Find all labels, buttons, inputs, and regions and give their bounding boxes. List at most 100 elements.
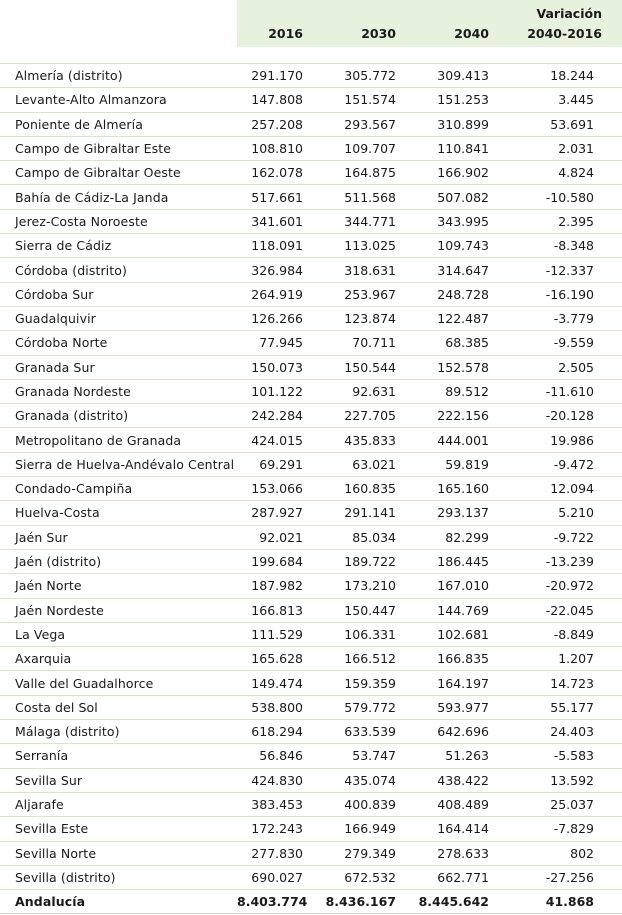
cell-2030: 166.949 xyxy=(311,816,404,842)
cell-variation: 41.868 xyxy=(497,889,622,915)
cell-2040: 152.578 xyxy=(404,355,497,380)
cell-district-name: Metropolitano de Granada xyxy=(0,427,237,453)
cell-2030: 318.631 xyxy=(311,257,404,283)
table-row: Málaga (distrito) 618.294 633.539 642.696 24… xyxy=(0,719,622,745)
cell-2030: 53.747 xyxy=(311,743,404,769)
cell-2016: 101.122 xyxy=(237,379,311,405)
table-row: Campo de Gibraltar Oeste 162.078 164.875 16… xyxy=(0,160,622,186)
cell-2040: 408.489 xyxy=(404,792,497,818)
cell-district-name: Jaén Norte xyxy=(0,573,237,599)
cell-2030: 291.141 xyxy=(311,500,404,526)
cell-variation: 24.403 xyxy=(497,719,622,745)
cell-district-name: Jaén Sur xyxy=(0,525,237,550)
cell-variation: 802 xyxy=(497,841,622,866)
cell-district-name: Axarquia xyxy=(0,646,237,672)
cell-2030: 305.772 xyxy=(311,63,404,89)
cell-district-name: Sevilla Sur xyxy=(0,768,237,793)
cell-2030: 435.074 xyxy=(311,768,404,793)
cell-variation: 4.824 xyxy=(497,160,622,186)
table-row: Bahía de Cádiz-La Janda 517.661 511.568 507… xyxy=(0,184,622,210)
cell-2040: 110.841 xyxy=(404,136,497,162)
table-row: Sierra de Huelva-Andévalo Central 69.291 6… xyxy=(0,452,622,478)
cell-district-name: Córdoba (distrito) xyxy=(0,257,237,283)
cell-variation: -22.045 xyxy=(497,598,622,623)
cell-2030: 85.034 xyxy=(311,525,404,550)
cell-2016: 187.982 xyxy=(237,573,311,599)
cell-2040: 507.082 xyxy=(404,184,497,210)
table-row: La Vega 111.529 106.331 102.681 -8.849 xyxy=(0,622,622,648)
cell-2016: 172.243 xyxy=(237,816,311,842)
cell-variation: 18.244 xyxy=(497,63,622,89)
table-row: Granada Nordeste 101.122 92.631 89.512 -11.6… xyxy=(0,379,622,405)
cell-2016: 264.919 xyxy=(237,282,311,307)
cell-variation: -7.829 xyxy=(497,816,622,842)
table-header: 2016 2030 2040 Variación 2040-2016 xyxy=(0,0,622,47)
cell-2016: 257.208 xyxy=(237,112,311,137)
cell-2040: 167.010 xyxy=(404,573,497,599)
cell-2040: 8.445.642 xyxy=(404,889,497,915)
cell-2040: 593.977 xyxy=(404,695,497,721)
cell-district-name: Sevilla Norte xyxy=(0,841,237,866)
cell-2016: 162.078 xyxy=(237,160,311,186)
cell-2040: 438.422 xyxy=(404,768,497,793)
cell-2040: 109.743 xyxy=(404,233,497,259)
cell-2016: 287.927 xyxy=(237,500,311,526)
cell-2016: 383.453 xyxy=(237,792,311,818)
cell-2030: 63.021 xyxy=(311,452,404,478)
cell-district-name: Jaén (distrito) xyxy=(0,549,237,575)
cell-district-name: Valle del Guadalhorce xyxy=(0,670,237,696)
cell-2016: 111.529 xyxy=(237,622,311,648)
cell-2040: 122.487 xyxy=(404,306,497,332)
cell-district-name: Aljarafe xyxy=(0,792,237,818)
cell-2030: 579.772 xyxy=(311,695,404,721)
cell-variation: -16.190 xyxy=(497,282,622,307)
table-row: Granada Sur 150.073 150.544 152.578 2.505 xyxy=(0,355,622,380)
cell-2040: 186.445 xyxy=(404,549,497,575)
cell-2030: 227.705 xyxy=(311,403,404,429)
cell-2030: 173.210 xyxy=(311,573,404,599)
cell-variation: -11.610 xyxy=(497,379,622,405)
table-row: Metropolitano de Granada 424.015 435.833 44… xyxy=(0,427,622,453)
header-variation-line1: Variación xyxy=(536,6,603,21)
cell-district-name: La Vega xyxy=(0,622,237,648)
cell-2040: 444.001 xyxy=(404,427,497,453)
cell-2040: 89.512 xyxy=(404,379,497,405)
cell-2016: 147.808 xyxy=(237,87,311,113)
cell-2040: 166.835 xyxy=(404,646,497,672)
table-row: Levante-Alto Almanzora 147.808 151.574 151.… xyxy=(0,87,622,113)
cell-2016: 149.474 xyxy=(237,670,311,696)
header-2030: 2030 xyxy=(311,0,404,47)
table-row: Campo de Gibraltar Este 108.810 109.707 110… xyxy=(0,136,622,162)
cell-2040: 248.728 xyxy=(404,282,497,307)
header-name-column xyxy=(0,0,237,47)
cell-variation: -8.849 xyxy=(497,622,622,648)
cell-2040: 165.160 xyxy=(404,476,497,502)
cell-district-name: Granada (distrito) xyxy=(0,403,237,429)
table-row: Serranía 56.846 53.747 51.263 -5.583 xyxy=(0,743,622,769)
cell-variation: -8.348 xyxy=(497,233,622,259)
cell-2016: 56.846 xyxy=(237,743,311,769)
cell-district-name: Córdoba Norte xyxy=(0,330,237,356)
table-row: Aljarafe 383.453 400.839 408.489 25.037 xyxy=(0,792,622,818)
cell-2030: 123.874 xyxy=(311,306,404,332)
cell-variation: 19.986 xyxy=(497,427,622,453)
cell-district-name: Guadalquivir xyxy=(0,306,237,332)
table-row: Jaén (distrito) 199.684 189.722 186.445 -13.… xyxy=(0,549,622,575)
cell-variation: 53.691 xyxy=(497,112,622,137)
cell-2016: 126.266 xyxy=(237,306,311,332)
cell-2030: 400.839 xyxy=(311,792,404,818)
cell-2030: 113.025 xyxy=(311,233,404,259)
cell-district-name: Poniente de Almería xyxy=(0,112,237,137)
table-row: Jaén Nordeste 166.813 150.447 144.769 -22.04… xyxy=(0,598,622,623)
table-row: Sevilla Este 172.243 166.949 164.414 -7.829 xyxy=(0,816,622,842)
cell-district-name: Sierra de Huelva-Andévalo Central xyxy=(0,452,237,478)
cell-2030: 435.833 xyxy=(311,427,404,453)
cell-2040: 222.156 xyxy=(404,403,497,429)
cell-2030: 253.967 xyxy=(311,282,404,307)
table-row: Córdoba (distrito) 326.984 318.631 314.647-… xyxy=(0,257,622,283)
cell-2030: 293.567 xyxy=(311,112,404,137)
table-row: Jaén Sur 92.021 85.034 82.299 -9.722 xyxy=(0,525,622,550)
cell-2040: 309.413 xyxy=(404,63,497,89)
cell-variation: -20.128 xyxy=(497,403,622,429)
